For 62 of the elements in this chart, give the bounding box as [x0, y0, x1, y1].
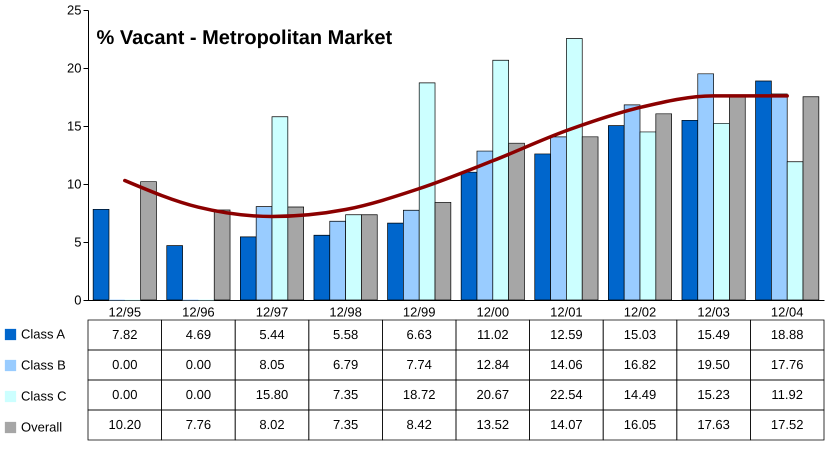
data-label: 18.88 [770, 327, 804, 342]
data-label: 4.69 [186, 327, 212, 342]
x-tick-label: 12/96 [182, 304, 215, 320]
data-label: 13.52 [476, 417, 510, 432]
y-tick-label: 15 [67, 118, 82, 134]
data-label: 15.49 [697, 327, 730, 342]
data-label: 15.80 [256, 387, 288, 402]
y-tick-label: 0 [74, 292, 82, 308]
data-label: 11.02 [477, 327, 509, 342]
x-tick-label: 12/02 [624, 304, 656, 320]
data-label: 6.63 [406, 327, 432, 342]
line-series [123, 94, 789, 218]
data-label: 7.35 [332, 387, 358, 402]
data-label: 8.02 [259, 417, 285, 432]
data-label: 20.67 [476, 387, 510, 402]
data-label: 0.00 [112, 357, 138, 372]
y-tick-label: 5 [74, 234, 82, 250]
legend-label: Class C [21, 388, 67, 404]
data-label: 8.42 [406, 417, 432, 432]
data-label: 14.06 [550, 357, 583, 372]
x-tick-label: 12/99 [402, 304, 436, 320]
data-label: 10.20 [108, 417, 142, 432]
data-label: 0.00 [186, 387, 212, 402]
data-label: 8.05 [259, 357, 285, 372]
data-label: 14.49 [624, 387, 656, 402]
data-label: 18.72 [402, 387, 436, 402]
data-label: 17.52 [770, 417, 804, 432]
y-tick-label: 10 [67, 176, 82, 192]
x-tick-label: 12/03 [697, 304, 730, 320]
data-label: 5.58 [332, 327, 358, 342]
data-label: 16.82 [624, 357, 656, 372]
legend-label: Overall [21, 420, 62, 434]
x-tick-label: 12/98 [329, 304, 362, 320]
data-label: 0.00 [186, 357, 212, 372]
legend-label: Class B [21, 358, 66, 372]
data-label: 12.84 [476, 357, 510, 372]
legend-label: Class A [21, 326, 66, 342]
x-tick-label: 12/97 [256, 304, 288, 320]
y-tick-label: 20 [67, 60, 82, 76]
x-tick-label: 12/00 [476, 304, 510, 320]
data-label: 17.63 [697, 417, 730, 432]
data-label: 7.76 [186, 417, 212, 432]
data-label: 6.79 [332, 357, 358, 372]
data-label: 16.05 [624, 417, 656, 432]
data-label: 0.00 [112, 387, 138, 402]
data-label: 12.59 [550, 327, 583, 342]
data-label: 7.35 [332, 417, 358, 432]
data-label: 19.50 [697, 357, 730, 372]
x-tick-label: 12/95 [108, 304, 142, 320]
data-label: 17.76 [770, 357, 804, 372]
x-tick-label: 12/01 [550, 304, 583, 320]
data-label: 7.82 [112, 327, 138, 342]
y-tick-label: 25 [67, 2, 82, 18]
data-label: 11.92 [771, 387, 803, 402]
data-label: 15.23 [697, 387, 730, 402]
data-label: 14.07 [550, 417, 583, 432]
data-label: 7.74 [406, 357, 432, 372]
data-label: 22.54 [550, 387, 583, 402]
data-label: 5.44 [259, 327, 285, 342]
text: % Vacant - Metropolitan Market [96, 27, 392, 49]
data-label: 15.03 [624, 327, 656, 342]
x-tick-label: 12/04 [770, 304, 804, 320]
